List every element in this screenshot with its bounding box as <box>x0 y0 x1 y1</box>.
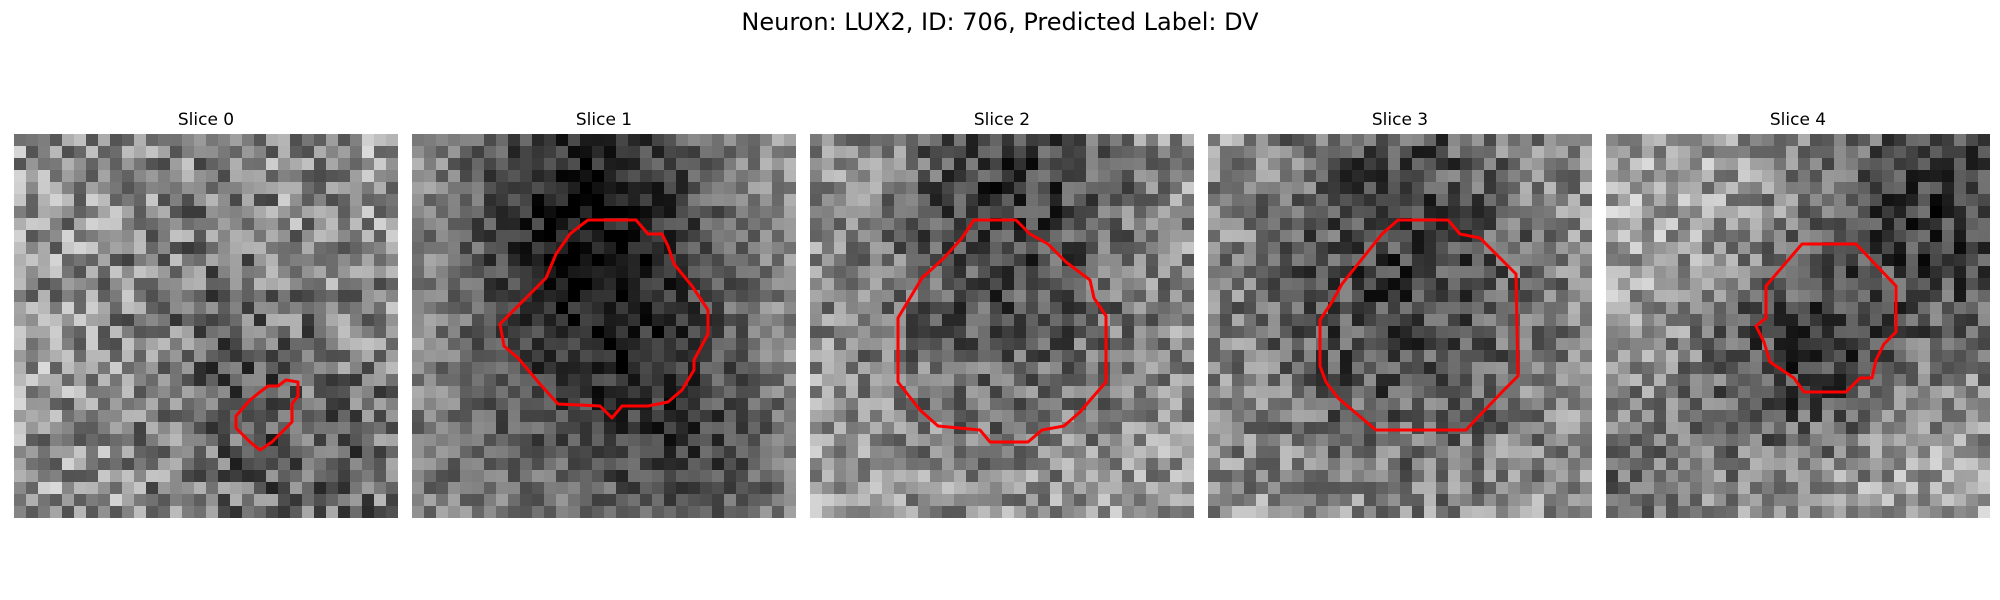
pixel-grid <box>1208 134 1592 518</box>
pixel-grid <box>1606 134 1990 518</box>
image-slice-0 <box>14 134 398 518</box>
panel-title-slice-1: Slice 1 <box>575 110 633 130</box>
image-slice-4 <box>1606 134 1990 518</box>
contour-outline <box>1754 242 1898 394</box>
panel-title-slice-4: Slice 4 <box>1769 110 1827 130</box>
contour-outline <box>896 218 1108 444</box>
image-slice-3 <box>1208 134 1592 518</box>
panel-title-slice-0: Slice 0 <box>177 110 235 130</box>
panel-slice-3 <box>1208 134 1592 518</box>
contour-outline <box>234 378 300 452</box>
image-slice-2 <box>810 134 1194 518</box>
contour-outline <box>1318 218 1520 432</box>
panel-slice-1 <box>412 134 796 518</box>
panel-slice-0 <box>14 134 398 518</box>
image-slice-1 <box>412 134 796 518</box>
contour-outline <box>498 218 710 420</box>
pixel-grid <box>412 134 796 518</box>
panel-title-slice-2: Slice 2 <box>973 110 1031 130</box>
pixel-grid <box>14 134 398 518</box>
pixel-grid <box>810 134 1194 518</box>
panel-slice-2 <box>810 134 1194 518</box>
figure-title: Neuron: LUX2, ID: 706, Predicted Label: … <box>741 8 1259 36</box>
panel-slice-4 <box>1606 134 1990 518</box>
panel-title-slice-3: Slice 3 <box>1371 110 1429 130</box>
